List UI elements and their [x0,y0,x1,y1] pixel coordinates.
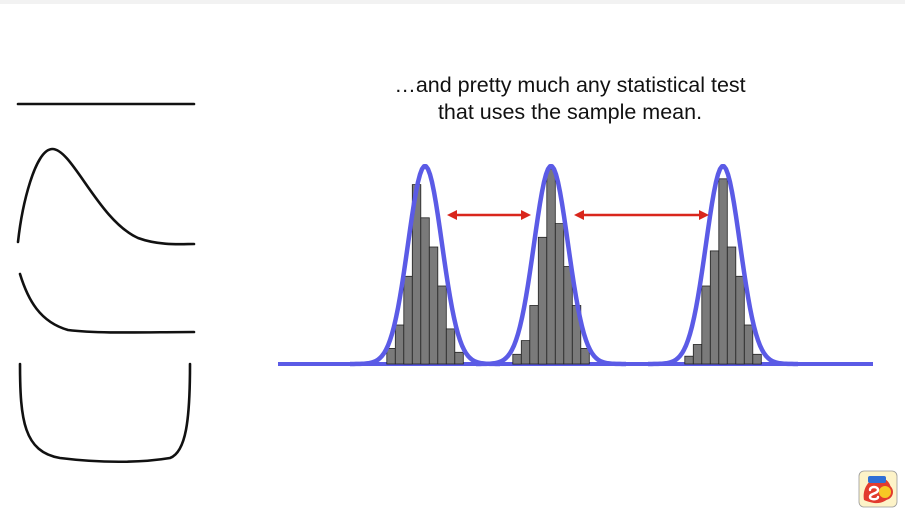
skewed-distribution-curve [16,147,196,246]
histogram-bar [420,217,430,365]
histogram-bar [403,275,413,365]
histogram-bar [554,223,565,365]
histogram-bar [537,236,548,365]
histogram-bar [684,355,694,365]
normal-curves [349,164,799,367]
histogram-bar [445,328,456,365]
histogram-bar [394,324,405,365]
histogram-bar [709,250,720,365]
histogram-bar [437,285,447,365]
normal-curve-group-3 [647,164,799,367]
histogram-bar [692,344,703,365]
normal-curve-group-2 [475,164,627,367]
histogram-bar [580,347,590,365]
histogram-bar [726,246,737,365]
histogram-group-2 [512,168,590,365]
top-strip [0,0,905,4]
histogram-group-1 [386,184,464,365]
u-shaped-distribution-curve [18,362,192,464]
histogram-group-3 [684,178,762,365]
histogram-bar [752,353,762,365]
histogram-bar [386,347,396,365]
normal-curve-group-1 [349,164,501,367]
exponential-distribution-curve [18,272,196,334]
histogram-bar [718,178,728,365]
histogram-bar [520,340,531,365]
histogram-bar [743,324,754,365]
histogram-bar [563,266,573,365]
histogram-bar [701,285,711,365]
histogram-bar [454,351,464,365]
histograms [386,168,762,365]
distribution-shapes [16,102,196,464]
histogram-bar [428,246,439,365]
histogram-bar [735,275,745,365]
caption-line-1: …and pretty much any statistical test [394,73,746,97]
statquest-logo-icon [858,470,898,508]
histogram-bar [529,305,539,365]
slide-caption: …and pretty much any statistical test th… [360,72,780,126]
histogram-bar [546,168,556,365]
caption-line-2: that uses the sample mean. [437,100,703,124]
histogram-bar [512,353,522,365]
